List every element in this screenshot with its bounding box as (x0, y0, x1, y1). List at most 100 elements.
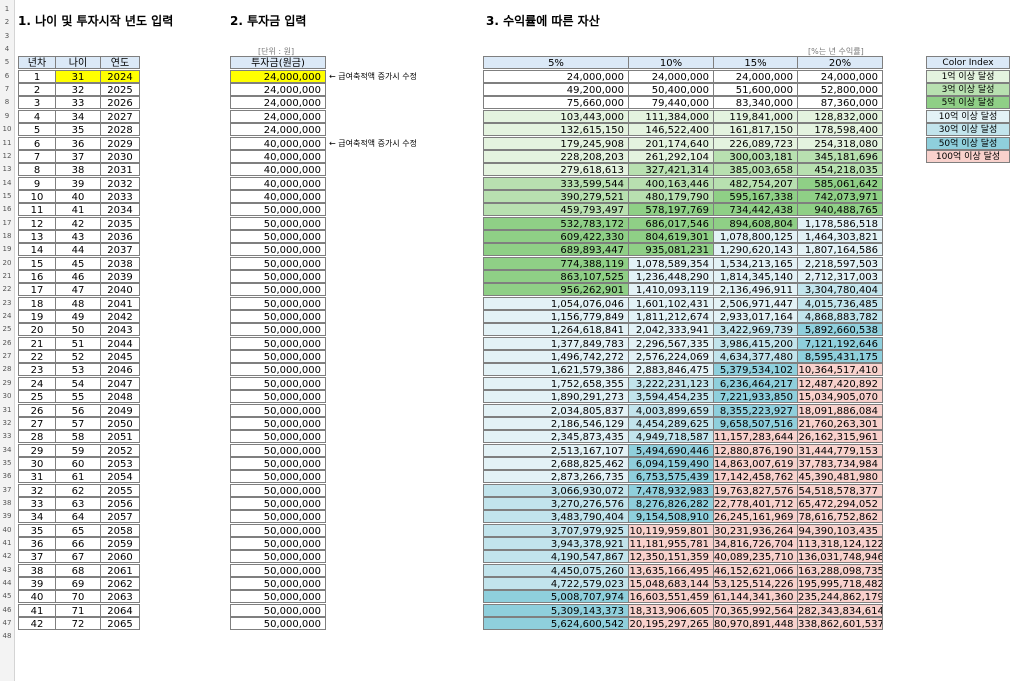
asset-cell[interactable]: 282,343,834,614 (797, 603, 883, 617)
asset-cell[interactable]: 26,162,315,961 (797, 430, 883, 444)
investment-cell[interactable]: 40,000,000 (230, 149, 326, 163)
asset-cell[interactable]: 956,262,901 (483, 283, 629, 297)
asset-cell[interactable]: 9,658,507,516 (713, 416, 798, 430)
asset-cell[interactable]: 3,707,979,925 (483, 523, 629, 537)
investment-cell[interactable]: 50,000,000 (230, 376, 326, 390)
asset-cell[interactable]: 9,154,508,910 (628, 510, 714, 524)
asset-cell[interactable]: 19,763,827,576 (713, 483, 798, 497)
asset-cell[interactable]: 51,600,000 (713, 83, 798, 97)
asset-cell[interactable]: 31,444,779,153 (797, 443, 883, 457)
table1-cell[interactable]: 2053 (100, 456, 140, 470)
asset-cell[interactable]: 3,304,780,404 (797, 283, 883, 297)
asset-cell[interactable]: 2,345,873,435 (483, 430, 629, 444)
table1-cell[interactable]: 31 (18, 470, 56, 484)
table1-cell[interactable]: 38 (18, 563, 56, 577)
table1-cell[interactable]: 2025 (100, 83, 140, 97)
table1-cell[interactable]: 2030 (100, 149, 140, 163)
asset-cell[interactable]: 14,863,007,619 (713, 456, 798, 470)
table1-cell[interactable]: 2044 (100, 336, 140, 350)
table1-cell[interactable]: 2055 (100, 483, 140, 497)
row-number[interactable]: 37 (2, 485, 12, 494)
asset-cell[interactable]: 1,814,345,140 (713, 270, 798, 283)
asset-cell[interactable]: 80,970,891,448 (713, 617, 798, 631)
table1-cell[interactable]: 45 (55, 256, 101, 270)
asset-cell[interactable]: 390,279,521 (483, 189, 629, 203)
table1-cell[interactable]: 19 (18, 310, 56, 324)
row-number[interactable]: 41 (2, 539, 12, 547)
asset-cell[interactable]: 46,152,621,066 (713, 563, 798, 577)
investment-cell[interactable]: 24,000,000 (230, 109, 326, 123)
asset-cell[interactable]: 3,270,276,576 (483, 496, 629, 510)
asset-cell[interactable]: 1,811,212,674 (628, 310, 714, 324)
row-header-column[interactable]: 1 2 3 4 5 6 7 8 9 10 11 12 13 14 15 16 17 18 19 20 21 22 23 24 2… (0, 0, 15, 681)
table1-cell[interactable]: 2064 (100, 603, 140, 617)
table1-cell[interactable]: 47 (55, 283, 101, 297)
table1-cell[interactable]: 18 (18, 296, 56, 310)
asset-cell[interactable]: 50,400,000 (628, 83, 714, 97)
table1-cell[interactable]: 44 (55, 243, 101, 257)
asset-cell[interactable]: 261,292,104 (628, 149, 714, 163)
asset-cell[interactable]: 385,003,658 (713, 163, 798, 177)
row-number[interactable]: 43 (2, 565, 12, 574)
table1-cell[interactable]: 58 (55, 430, 101, 444)
asset-cell[interactable]: 480,179,790 (628, 189, 714, 203)
asset-cell[interactable]: 3,986,415,200 (713, 336, 798, 350)
table1-cell[interactable]: 7 (18, 149, 56, 163)
table1-cell[interactable]: 32 (18, 483, 56, 497)
asset-cell[interactable]: 24,000,000 (713, 69, 798, 83)
investment-cell[interactable]: 40,000,000 (230, 163, 326, 177)
asset-cell[interactable]: 11,181,955,781 (628, 537, 714, 550)
row-number[interactable]: 36 (2, 472, 12, 481)
table1-cell[interactable]: 20 (18, 323, 56, 337)
row-number[interactable]: 35 (2, 458, 12, 467)
table1-cell[interactable]: 42 (55, 216, 101, 230)
asset-cell[interactable]: 49,200,000 (483, 83, 629, 97)
table1-cell[interactable]: 41 (18, 603, 56, 617)
row-number[interactable]: 10 (2, 125, 12, 134)
asset-cell[interactable]: 4,190,547,867 (483, 550, 629, 564)
table1-cell[interactable]: 2058 (100, 523, 140, 537)
asset-cell[interactable]: 228,208,203 (483, 149, 629, 163)
asset-cell[interactable]: 333,599,544 (483, 176, 629, 190)
asset-cell[interactable]: 345,181,696 (797, 149, 883, 163)
asset-cell[interactable]: 26,245,161,969 (713, 510, 798, 524)
investment-cell[interactable]: 50,000,000 (230, 403, 326, 417)
investment-cell[interactable]: 50,000,000 (230, 550, 326, 564)
asset-cell[interactable]: 4,722,579,023 (483, 577, 629, 591)
row-number[interactable]: 3 (4, 31, 10, 40)
asset-cell[interactable]: 87,360,000 (797, 96, 883, 110)
investment-cell[interactable]: 40,000,000 (230, 136, 326, 150)
investment-cell[interactable]: 50,000,000 (230, 416, 326, 430)
asset-cell[interactable]: 254,318,080 (797, 136, 883, 150)
asset-cell[interactable]: 327,421,314 (628, 163, 714, 177)
row-number[interactable]: 20 (2, 258, 12, 267)
asset-cell[interactable]: 3,483,790,404 (483, 510, 629, 524)
row-number[interactable]: 33 (2, 432, 12, 441)
table1-cell[interactable]: 48 (55, 296, 101, 310)
table1-cell[interactable]: 33 (55, 96, 101, 110)
table1-cell[interactable]: 25 (18, 390, 56, 404)
row-number[interactable]: 39 (2, 512, 12, 521)
table1-cell[interactable]: 39 (55, 176, 101, 190)
table1-cell[interactable]: 51 (55, 336, 101, 350)
table1-cell[interactable]: 2035 (100, 216, 140, 230)
table1-cell[interactable]: 72 (55, 617, 101, 631)
table1-cell[interactable]: 8 (18, 163, 56, 177)
asset-cell[interactable]: 12,880,876,190 (713, 443, 798, 457)
asset-cell[interactable]: 132,615,150 (483, 123, 629, 137)
row-number[interactable]: 47 (2, 619, 12, 628)
asset-cell[interactable]: 1,752,658,355 (483, 376, 629, 390)
asset-cell[interactable]: 279,618,613 (483, 163, 629, 177)
table1-cell[interactable]: 50 (55, 323, 101, 337)
table1-cell[interactable]: 65 (55, 523, 101, 537)
asset-cell[interactable]: 21,760,263,301 (797, 416, 883, 430)
asset-cell[interactable]: 2,712,317,003 (797, 270, 883, 283)
asset-cell[interactable]: 894,608,804 (713, 216, 798, 230)
asset-cell[interactable]: 12,350,151,359 (628, 550, 714, 564)
asset-cell[interactable]: 53,125,514,226 (713, 577, 798, 591)
row-number[interactable]: 25 (2, 325, 12, 334)
asset-cell[interactable]: 128,832,000 (797, 109, 883, 123)
table1-cell[interactable]: 31 (55, 69, 101, 83)
asset-cell[interactable]: 454,218,035 (797, 163, 883, 177)
table1-cell[interactable]: 68 (55, 563, 101, 577)
